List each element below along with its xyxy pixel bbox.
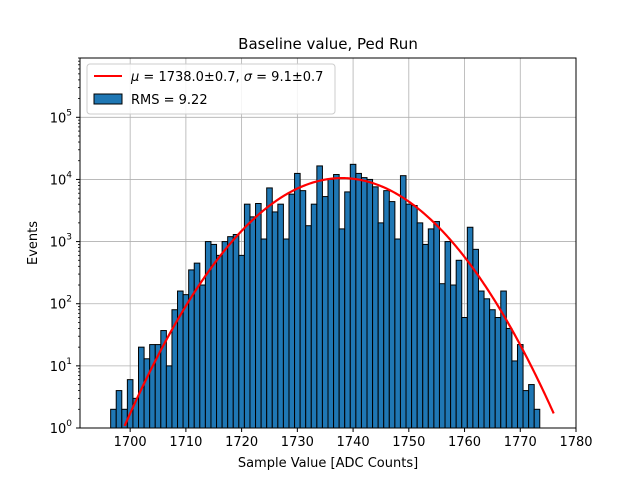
histogram-bar bbox=[216, 254, 223, 429]
x-tick-label: 1750 bbox=[392, 435, 425, 450]
histogram-bar bbox=[483, 298, 491, 429]
histogram-bar bbox=[383, 190, 390, 429]
histogram-bar bbox=[149, 344, 156, 429]
histogram-bar bbox=[422, 243, 429, 429]
histogram-bar bbox=[305, 225, 312, 429]
y-tick-label: 105 bbox=[50, 108, 72, 126]
histogram-bar bbox=[243, 203, 251, 429]
histogram-bar bbox=[438, 283, 446, 429]
y-tick-label: 101 bbox=[50, 357, 72, 375]
x-tick-label: 1760 bbox=[448, 435, 481, 450]
x-tick-label: 1730 bbox=[281, 435, 314, 450]
histogram-bar bbox=[294, 172, 301, 429]
legend-mu-value: = 1738.0±0.7, bbox=[139, 70, 243, 85]
histogram-bar bbox=[232, 233, 240, 429]
histogram-bar bbox=[411, 205, 418, 429]
histogram-bar bbox=[366, 178, 374, 429]
histogram-bar bbox=[165, 365, 173, 429]
plot-frame bbox=[79, 57, 577, 429]
histogram-bar bbox=[271, 211, 279, 429]
chart-title: Baseline value, Ped Run bbox=[238, 35, 418, 53]
histogram-bar bbox=[388, 201, 396, 429]
histogram-bar bbox=[327, 178, 335, 429]
histogram-bar bbox=[266, 187, 273, 429]
histogram-bar bbox=[238, 254, 245, 429]
histogram-bar bbox=[505, 327, 513, 429]
x-tick-label: 1710 bbox=[169, 435, 202, 450]
fit-curve bbox=[123, 177, 555, 427]
histogram-bar bbox=[377, 222, 385, 429]
histogram-bar bbox=[444, 241, 452, 429]
y-tick-label: 104 bbox=[50, 170, 73, 188]
histogram-bar bbox=[511, 360, 518, 429]
legend-mu-symbol: μ bbox=[130, 70, 139, 85]
histogram-bar bbox=[321, 196, 329, 429]
y-tick-label: 100 bbox=[50, 419, 73, 437]
y-axis-label: Events bbox=[26, 221, 41, 265]
histogram-bar bbox=[282, 238, 290, 429]
legend-sigma-symbol: σ bbox=[244, 70, 253, 85]
histogram-bar bbox=[143, 358, 151, 429]
histogram-bar bbox=[433, 221, 440, 429]
x-tick-label: 1720 bbox=[225, 435, 258, 450]
histogram-bar bbox=[344, 191, 351, 429]
x-tick-label: 1700 bbox=[114, 435, 147, 450]
histogram-bar bbox=[210, 243, 218, 429]
histogram-bar bbox=[115, 390, 123, 429]
histogram-bar bbox=[199, 284, 206, 429]
y-axis: 100 101 102 103 104 105 bbox=[50, 57, 80, 437]
histogram-bar bbox=[489, 309, 496, 429]
histogram-bar bbox=[455, 259, 463, 429]
histogram-bar bbox=[522, 390, 530, 429]
histogram-bar bbox=[255, 202, 262, 429]
histogram-bar bbox=[533, 408, 541, 429]
histogram-bar bbox=[182, 294, 190, 429]
histogram-bar bbox=[372, 186, 379, 429]
histogram-bar bbox=[316, 165, 323, 429]
y-tick-label: 102 bbox=[50, 295, 72, 313]
histogram-bar bbox=[405, 203, 413, 429]
histogram-bar bbox=[516, 344, 524, 429]
histogram-bar bbox=[450, 284, 457, 429]
legend-sigma-value: = 9.1±0.7 bbox=[252, 70, 323, 85]
x-tick-label: 1770 bbox=[504, 435, 537, 450]
gaussian-fit bbox=[123, 177, 555, 427]
histogram-bar bbox=[477, 290, 485, 429]
legend-hist-swatch bbox=[93, 93, 123, 105]
histogram-bar bbox=[461, 317, 468, 429]
histogram-bar bbox=[221, 241, 229, 429]
histogram-bar bbox=[299, 190, 307, 429]
legend-hist-label: RMS = 9.22 bbox=[131, 93, 208, 108]
legend-fit-label: μ = 1738.0±0.7, σ = 9.1±0.7 bbox=[130, 70, 323, 85]
y-tick-label: 103 bbox=[50, 233, 72, 251]
histogram-bar bbox=[288, 193, 296, 429]
histogram-bar bbox=[427, 228, 435, 429]
histogram-bar bbox=[466, 226, 474, 429]
histogram-bar bbox=[227, 236, 234, 429]
histogram-bar bbox=[528, 384, 535, 429]
histogram-bar bbox=[249, 216, 257, 429]
histogram-bar bbox=[349, 163, 357, 429]
histogram-bar bbox=[333, 174, 340, 429]
histogram-bar bbox=[394, 238, 401, 429]
histogram-bar bbox=[260, 238, 268, 429]
histogram-bar bbox=[494, 317, 502, 429]
histogram-bar bbox=[416, 222, 424, 429]
legend-box bbox=[86, 63, 336, 115]
histogram-bar bbox=[110, 408, 117, 429]
histogram-bar bbox=[399, 175, 407, 429]
x-tick-label: 1740 bbox=[337, 435, 370, 450]
histogram-bar bbox=[355, 172, 362, 429]
x-axis: 1700 1710 1720 1730 1740 1750 1760 1770 1780 bbox=[114, 428, 593, 450]
histogram-bar bbox=[360, 177, 368, 429]
plot-area bbox=[79, 57, 577, 429]
histogram-bar bbox=[126, 379, 134, 429]
legend: μ = 1738.0±0.7, σ = 9.1±0.7 RMS = 9.22 bbox=[86, 63, 336, 115]
x-axis-label: Sample Value [ADC Counts] bbox=[238, 456, 418, 471]
histogram-bar bbox=[277, 203, 284, 429]
histogram-bar bbox=[338, 228, 346, 429]
histogram-bar bbox=[310, 203, 318, 429]
x-tick-label: 1780 bbox=[559, 435, 592, 450]
